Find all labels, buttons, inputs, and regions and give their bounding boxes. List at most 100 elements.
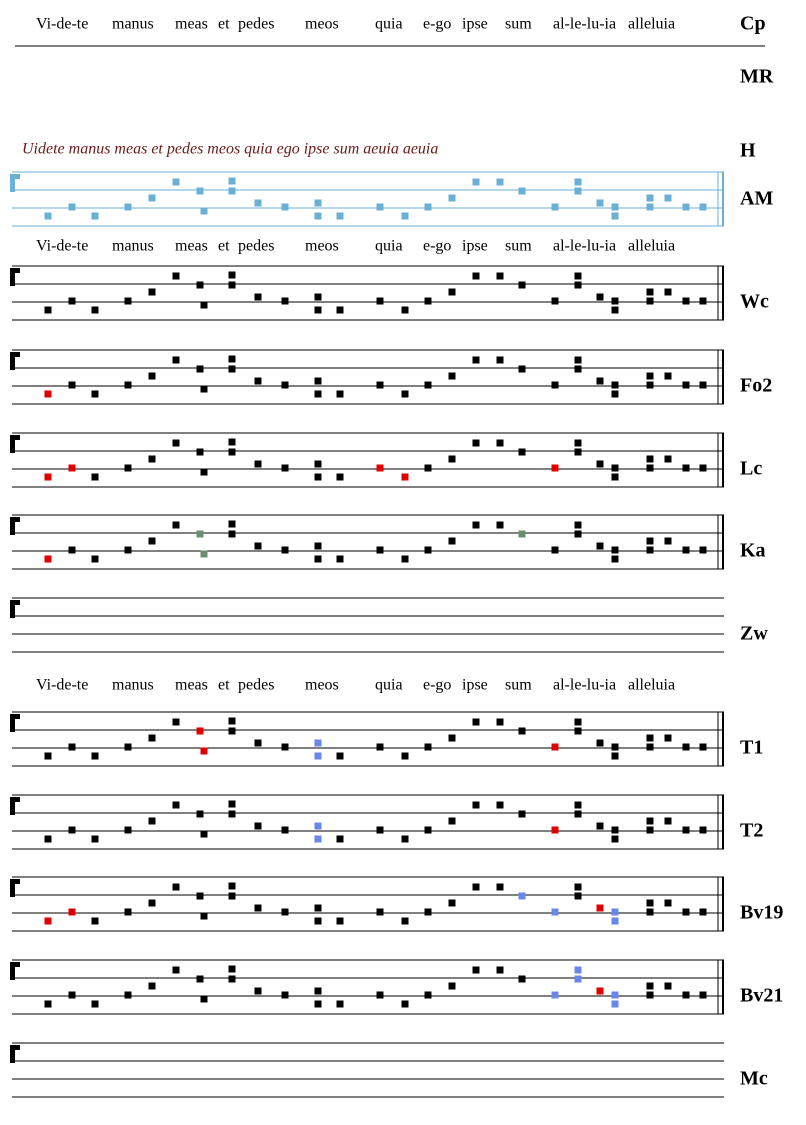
note [664,288,672,296]
note [281,381,289,389]
note [596,293,604,301]
note [314,835,322,843]
note [448,982,456,990]
note [314,752,322,760]
note [124,546,132,554]
note [68,991,76,999]
note [124,743,132,751]
note [228,717,236,725]
note [496,178,504,186]
note [611,203,619,211]
note [424,826,432,834]
note [682,464,690,472]
source-label: Lc [740,458,762,480]
lyric-word: sum [505,677,532,694]
lyric-word: et [218,16,230,33]
note [424,297,432,305]
note [172,883,180,891]
note [574,448,582,456]
note [228,727,236,735]
note [68,203,76,211]
note [611,212,619,220]
clef [10,352,20,357]
lyric-word: ipse [462,677,488,694]
clef [10,879,20,884]
clef [10,352,15,370]
note [611,381,619,389]
note [281,826,289,834]
note [148,734,156,742]
lyric-word: alleluia [628,677,675,694]
note [646,899,654,907]
clef [10,268,20,273]
note [664,372,672,380]
source-label: Bv21 [740,985,783,1007]
note [448,288,456,296]
note [228,800,236,808]
note [646,203,654,211]
note [551,991,559,999]
note [376,546,384,554]
clef [10,1045,20,1050]
note [44,835,52,843]
note [401,306,409,314]
clef [10,714,20,719]
lyric-word: Vi-de-te [36,238,88,255]
note [314,542,322,550]
note [314,377,322,385]
note [68,464,76,472]
source-label: Zw [740,623,768,645]
note [172,966,180,974]
note [682,203,690,211]
lyric-word: meos [305,16,339,33]
note [91,473,99,481]
note [314,1000,322,1008]
note [664,537,672,545]
note [68,743,76,751]
note [401,473,409,481]
note [646,817,654,825]
note [401,752,409,760]
note [228,975,236,983]
note [611,306,619,314]
note [336,1000,344,1008]
manuscript-text: Uidete manus meas et pedes meos quia ego… [22,141,438,158]
note [611,464,619,472]
note [336,306,344,314]
note [172,439,180,447]
note [472,718,480,726]
note [401,390,409,398]
lyric-word: quia [375,677,403,694]
note [44,752,52,760]
note [314,293,322,301]
note [551,743,559,751]
note [254,377,262,385]
note [518,281,526,289]
note [228,965,236,973]
lyric-word: pedes [238,238,274,255]
note [228,281,236,289]
note [91,917,99,925]
note [376,826,384,834]
lyric-word: quia [375,16,403,33]
note [518,530,526,538]
note [551,908,559,916]
note [228,271,236,279]
note [44,390,52,398]
note [574,439,582,447]
lyric-word: e-go [423,238,451,255]
note [682,297,690,305]
note [44,306,52,314]
note [148,194,156,202]
lyric-word: manus [112,16,154,33]
source-label: H [740,140,756,162]
note [646,288,654,296]
note [336,212,344,220]
source-label: Bv19 [740,902,783,924]
note [664,817,672,825]
note [124,297,132,305]
note [172,718,180,726]
note [472,178,480,186]
note [200,747,208,755]
